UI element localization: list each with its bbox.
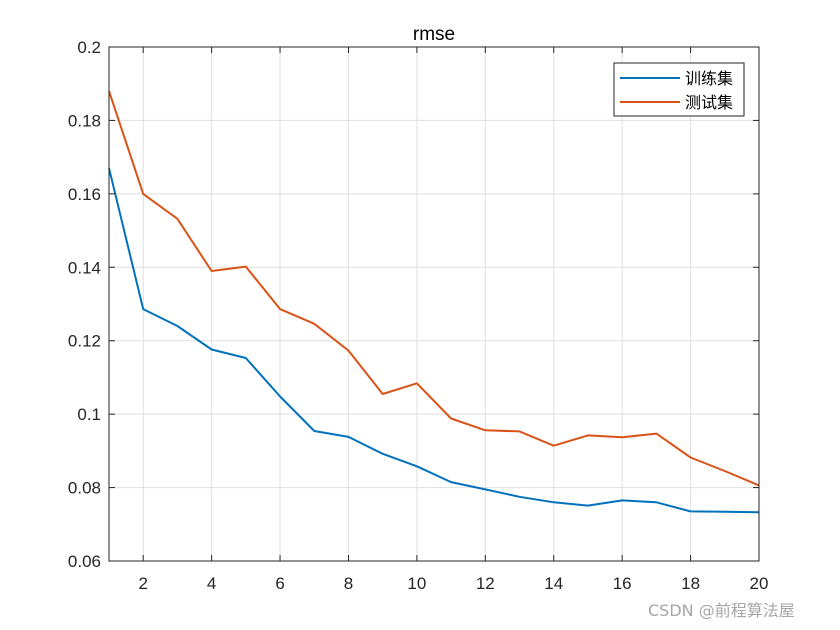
x-tick-label: 18 [681,574,700,593]
y-tick-label: 0.14 [68,258,101,277]
y-tick-label: 0.12 [68,332,101,351]
grid-lines [109,46,760,562]
legend-label-0: 训练集 [685,69,733,88]
y-tick-label: 0.18 [68,111,101,130]
x-tick-label: 14 [544,574,563,593]
x-tick-label: 12 [476,574,495,593]
y-tick-label: 0.08 [68,479,101,498]
x-tick-label: 20 [750,574,769,593]
x-tick-label: 4 [207,574,216,593]
x-tick-label: 6 [275,574,284,593]
legend-box [613,62,745,117]
axes [108,46,760,562]
x-tick-label: 10 [407,574,426,593]
x-tick-label: 16 [613,574,632,593]
chart-title: rmse [413,24,455,45]
tick-labels: 2 4 6 8 10 12 14 16 18 20 0.06 0.08 0.1 0.12 0.14 0.16 0… [68,38,769,593]
watermark: CSDN @前程算法屋 [648,601,795,620]
plot-area [109,47,759,561]
x-tick-label: 2 [138,574,147,593]
series-line-0 [108,167,760,514]
y-tick-label: 0.06 [68,552,101,571]
y-tick-label: 0.1 [77,405,101,424]
y-tick-label: 0.2 [77,38,101,57]
series-line-1 [108,90,760,487]
legend-label-1: 测试集 [685,93,733,112]
x-tick-label: 8 [344,574,353,593]
data-series [108,90,760,514]
y-tick-label: 0.16 [68,185,101,204]
axes-box [108,46,760,562]
